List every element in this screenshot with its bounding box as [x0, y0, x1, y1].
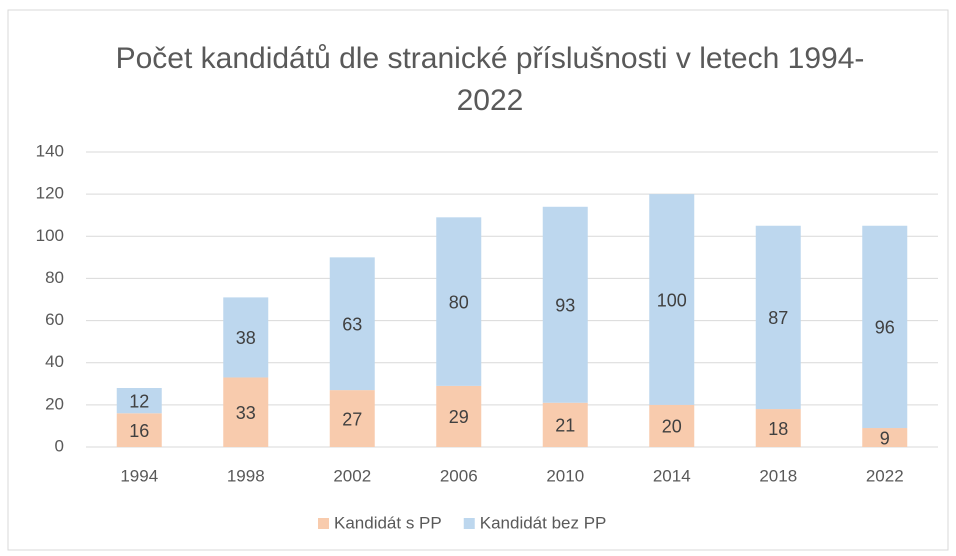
data-label: 38	[236, 328, 256, 348]
bar-segment	[649, 194, 695, 405]
chart-border	[7, 9, 949, 551]
x-tick-label: 2022	[866, 466, 904, 485]
bar-segment	[329, 257, 375, 391]
bar-segment	[862, 225, 908, 429]
y-tick-label: 100	[36, 226, 64, 245]
data-label: 80	[449, 292, 469, 312]
data-label: 87	[768, 308, 788, 328]
data-label: 18	[768, 419, 788, 439]
data-label: 93	[555, 296, 575, 316]
data-label: 63	[342, 314, 362, 334]
y-tick-label: 120	[36, 184, 64, 203]
y-tick-label: 0	[55, 436, 64, 455]
x-tick-label: 1994	[120, 466, 158, 485]
x-tick-label: 2010	[546, 466, 584, 485]
y-tick-label: 20	[45, 394, 64, 413]
legend-swatch	[318, 518, 329, 529]
bar-segment	[862, 428, 908, 447]
data-label: 27	[342, 409, 362, 429]
data-label: 12	[129, 391, 149, 411]
bar-segment	[116, 413, 162, 447]
bar-segment	[542, 206, 588, 403]
legend-label: Kandidát bez PP	[480, 513, 607, 532]
x-tick-label: 2002	[333, 466, 371, 485]
legend-label: Kandidát s PP	[334, 513, 442, 532]
bar-segment	[223, 297, 269, 378]
bar-segment	[436, 385, 482, 447]
data-label: 21	[555, 416, 575, 436]
data-label: 20	[662, 417, 682, 437]
bar-segment	[329, 390, 375, 447]
x-tick-label: 2006	[440, 466, 478, 485]
data-label: 16	[129, 421, 149, 441]
bar-segment	[542, 402, 588, 447]
bar-segment	[116, 388, 162, 414]
data-label: 100	[657, 290, 687, 310]
y-tick-label: 140	[36, 141, 64, 160]
y-tick-label: 60	[45, 310, 64, 329]
x-tick-label: 2014	[653, 466, 691, 485]
y-tick-label: 40	[45, 352, 64, 371]
bar-segment	[755, 409, 801, 447]
x-tick-label: 1998	[227, 466, 265, 485]
data-label: 33	[236, 403, 256, 423]
bar-segment	[223, 377, 269, 447]
chart-title: Počet kandidátů dle stranické příslušnos…	[115, 42, 865, 117]
data-label: 96	[875, 318, 895, 338]
bar-segment	[649, 404, 695, 447]
x-tick-label: 2018	[759, 466, 797, 485]
legend-swatch	[463, 518, 475, 529]
bar-segment	[755, 225, 801, 410]
y-tick-label: 80	[45, 268, 64, 287]
bar-segment	[436, 217, 482, 386]
data-label: 29	[449, 407, 469, 427]
data-label: 9	[880, 428, 890, 448]
